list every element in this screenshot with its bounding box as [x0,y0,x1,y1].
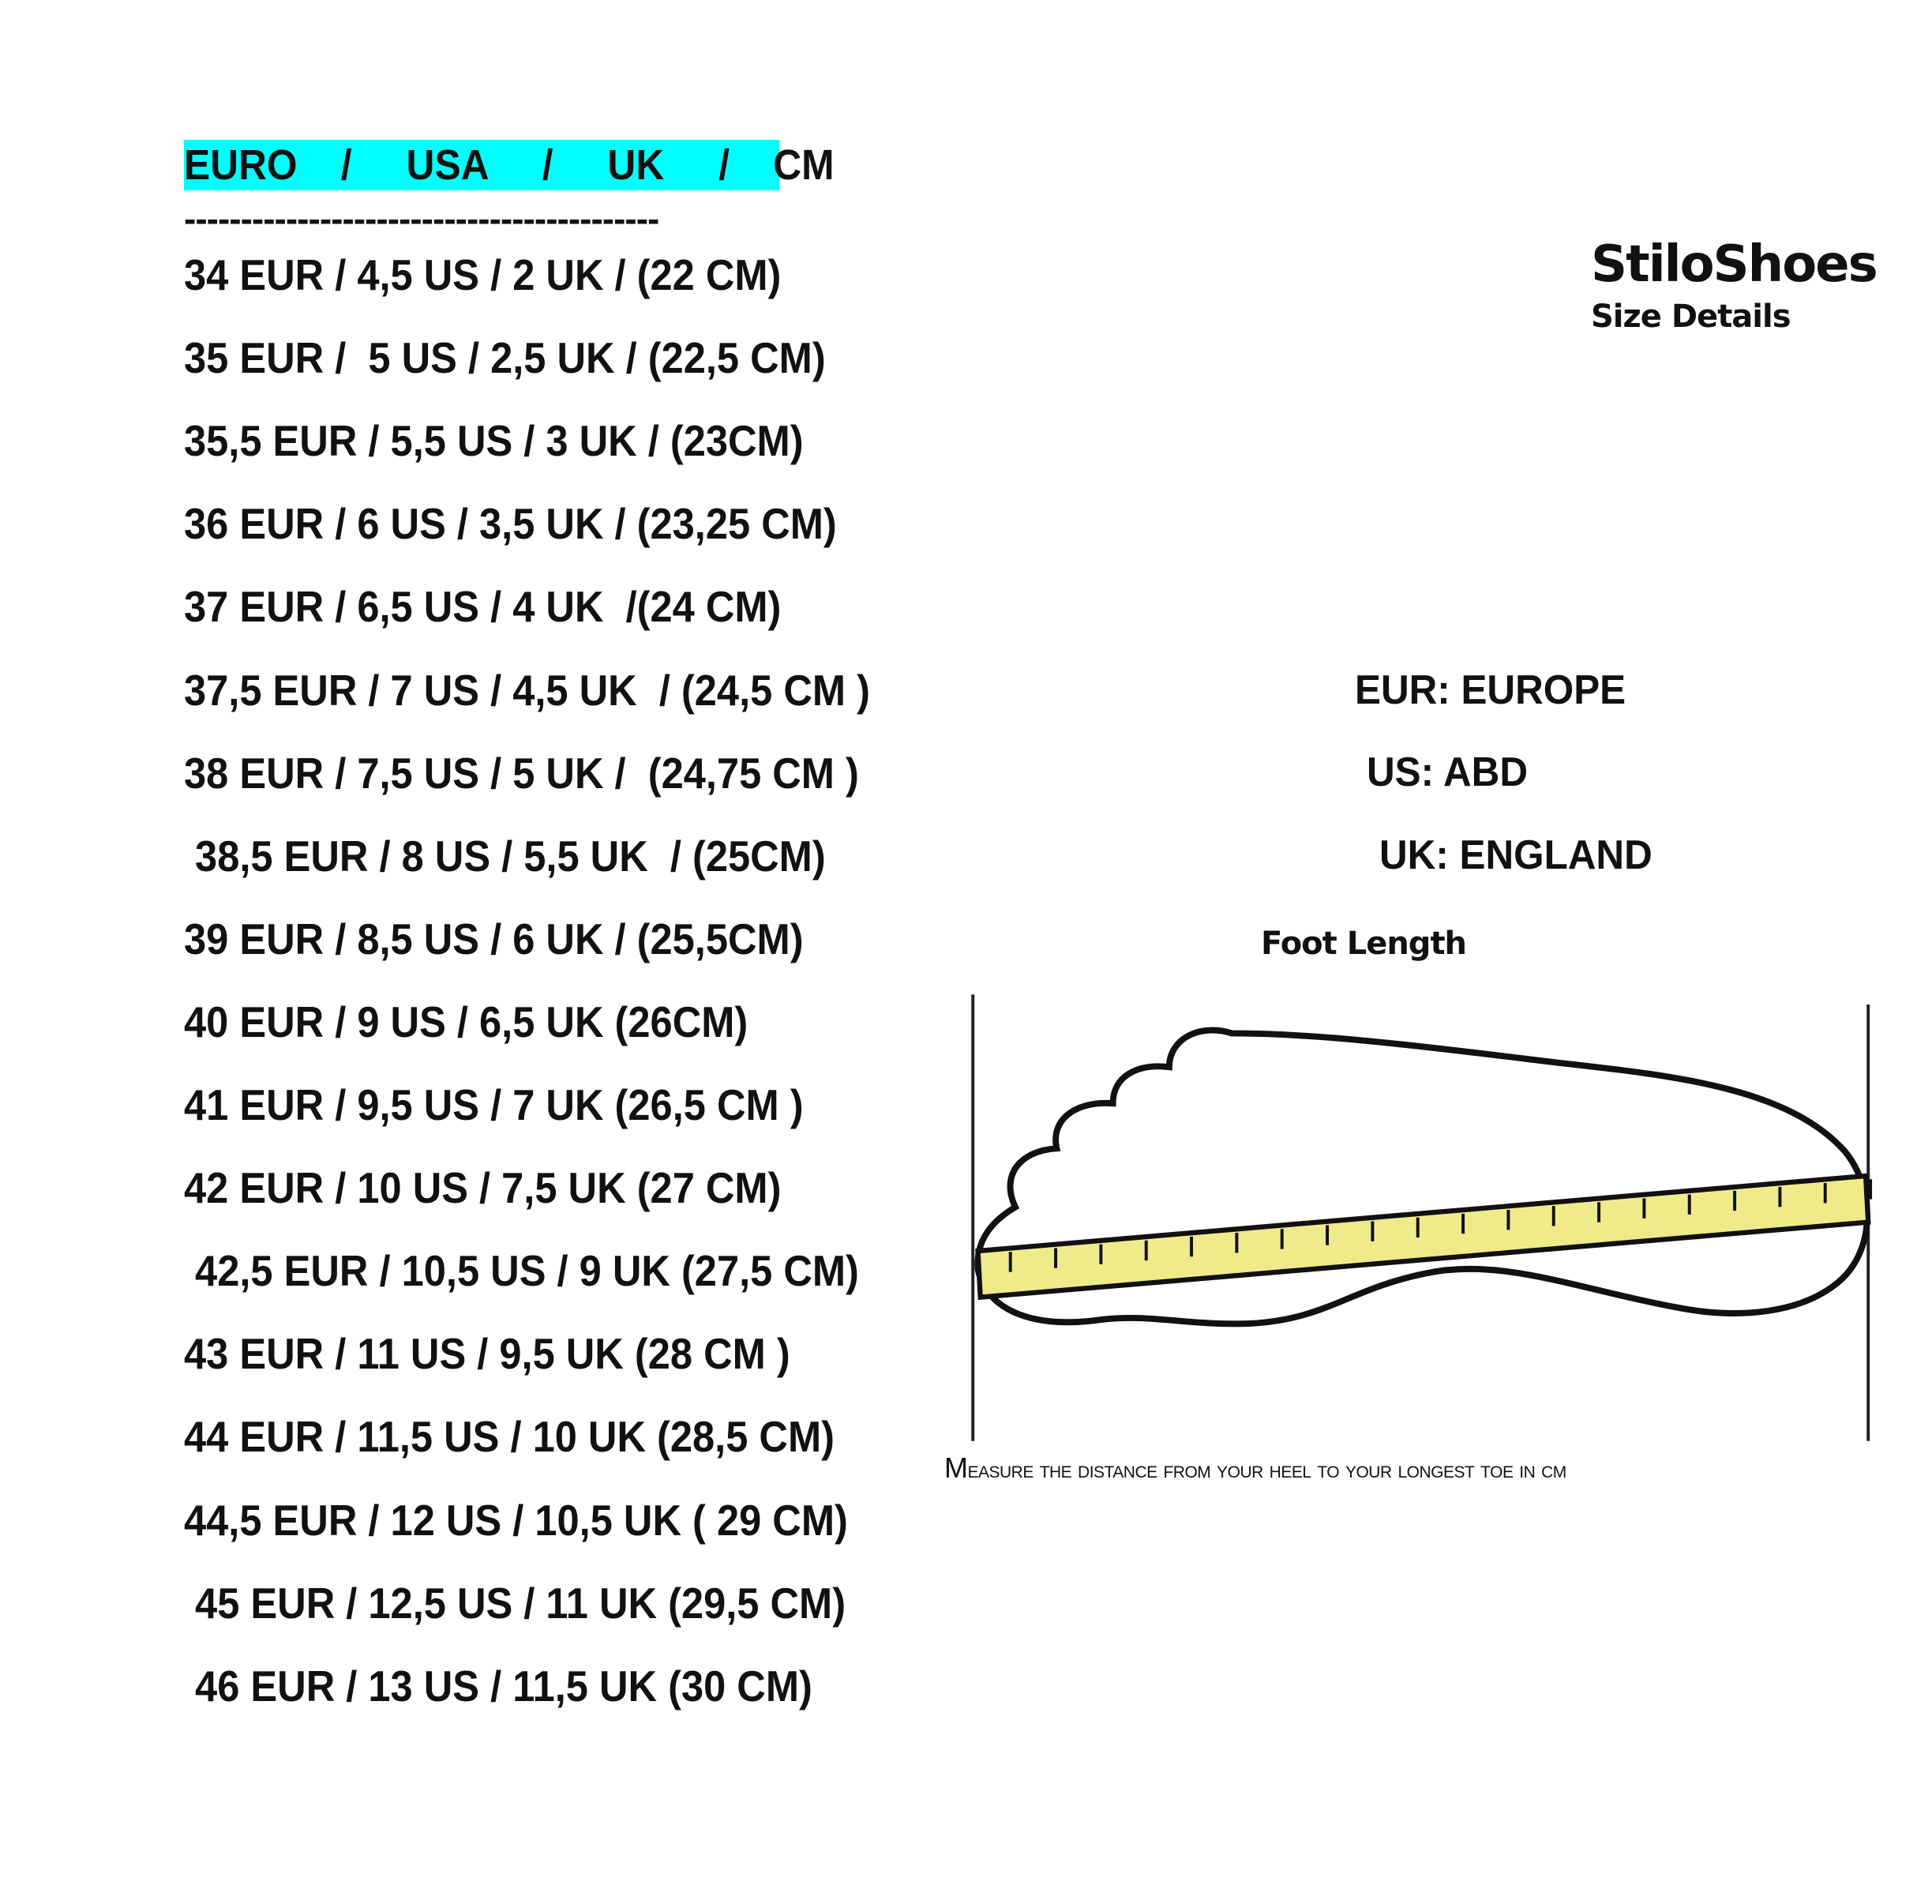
diagram-caption: Measure the distance from your heel to y… [944,1451,1566,1484]
size-row: 35,5 EUR / 5,5 US / 3 UK / (23CM) [184,416,804,466]
brand-name: StiloShoes [1591,235,1878,294]
size-row: 42 EUR / 10 US / 7,5 UK (27 CM) [184,1163,782,1213]
size-row: 43 EUR / 11 US / 9,5 UK (28 CM ) [184,1329,790,1379]
ruler-ticks [1008,1179,1873,1272]
size-row: 38,5 EUR / 8 US / 5,5 UK / (25CM) [184,831,826,881]
size-row: 40 EUR / 9 US / 6,5 UK (26CM) [184,997,748,1046]
brand-subtitle: Size Details [1591,299,1791,335]
legend-uk: UK: ENGLAND [1379,832,1653,878]
size-row: 37 EUR / 6,5 US / 4 UK /(24 CM) [184,582,782,632]
foot-outline [974,1027,1870,1328]
size-row: 44,5 EUR / 12 US / 10,5 UK ( 29 CM) [184,1495,848,1545]
size-row: 45 EUR / 12,5 US / 11 UK (29,5 CM) [184,1578,846,1628]
size-row: 36 EUR / 6 US / 3,5 UK / (23,25 CM) [184,499,837,549]
size-row: 39 EUR / 8,5 US / 6 UK / (25,5CM) [184,914,804,963]
size-row: 44 EUR / 11,5 US / 10 UK (28,5 CM) [184,1412,835,1462]
legend-us: US: ABD [1367,749,1528,795]
legend-europe: EUR: EUROPE [1355,667,1626,713]
size-row: 37,5 EUR / 7 US / 4,5 UK / (24,5 CM ) [184,665,870,715]
size-row: 46 EUR / 13 US / 11,5 UK (30 CM) [184,1661,812,1711]
header-divider: ----------------------------------------… [184,198,659,239]
size-row: 35 EUR / 5 US / 2,5 UK / (22,5 CM) [184,333,826,383]
size-row: 42,5 EUR / 10,5 US / 9 UK (27,5 CM) [184,1246,859,1296]
size-row: 34 EUR / 4,5 US / 2 UK / (22 CM) [184,250,782,299]
size-row: 41 EUR / 9,5 US / 7 UK (26,5 CM ) [184,1080,804,1129]
diagram-title: Foot Length [1261,926,1467,962]
size-row: 38 EUR / 7,5 US / 5 UK / (24,75 CM ) [184,748,859,798]
